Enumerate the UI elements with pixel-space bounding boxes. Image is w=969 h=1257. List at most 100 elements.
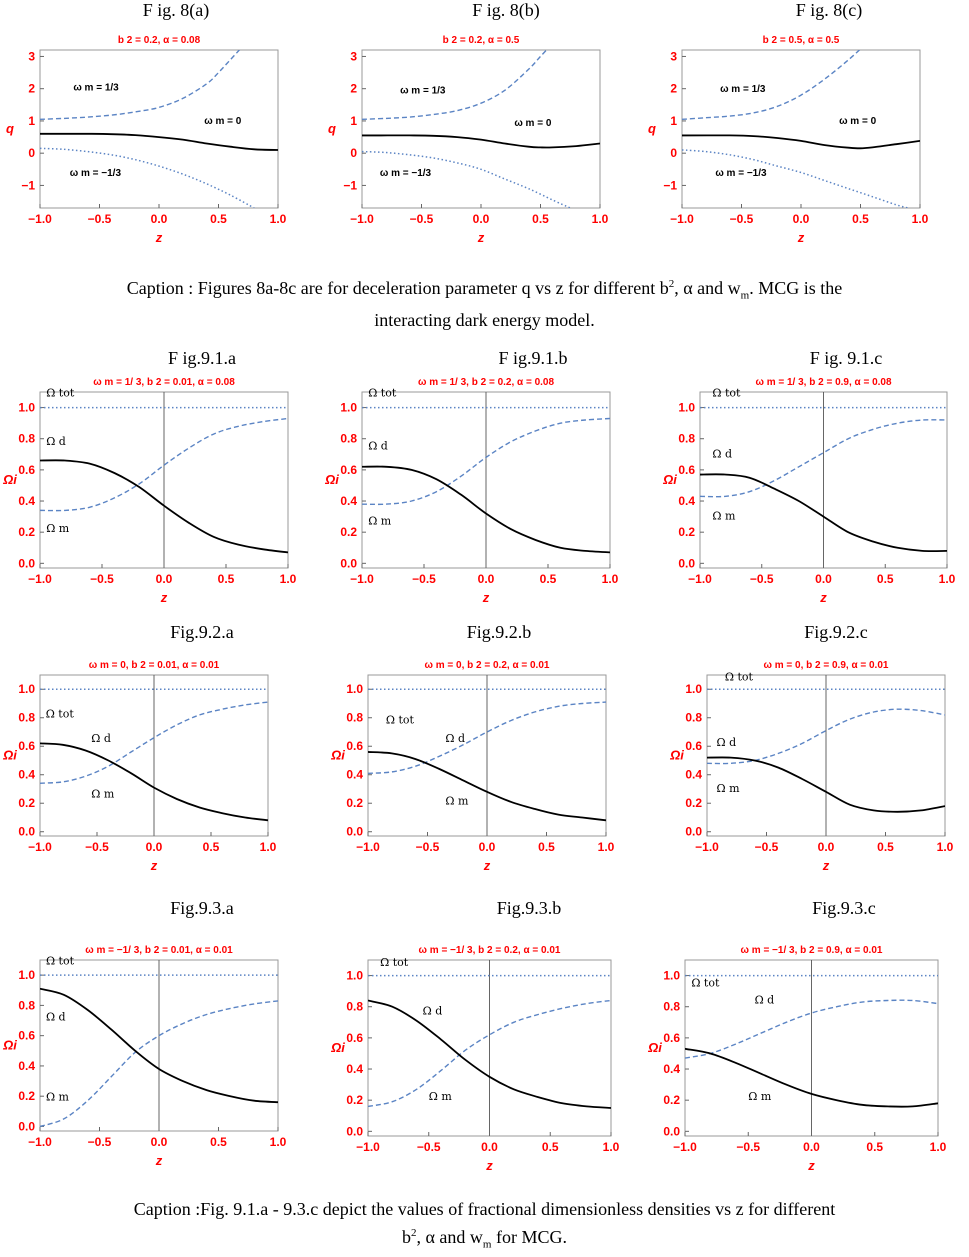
figure-title: F ig. 9.1.c: [809, 348, 883, 368]
x-tick-label: 0.0: [478, 572, 495, 586]
x-tick-label: 0.0: [473, 212, 490, 226]
x-tick-label: −1.0: [356, 1140, 380, 1154]
caption-text: b: [402, 1227, 411, 1247]
series-annotation: Ω d: [755, 994, 775, 1007]
y-tick-label: 0: [350, 146, 357, 160]
x-tick-label: −0.5: [412, 572, 436, 586]
y-tick-label: 0: [670, 146, 677, 160]
x-tick-label: −0.5: [736, 1140, 760, 1154]
figure-title: Fig.9.3.a: [170, 898, 234, 918]
series-annotation: Ω d: [91, 732, 111, 745]
x-axis-label: z: [160, 590, 168, 605]
x-tick-label: −0.5: [88, 212, 112, 226]
y-tick-label: 0.6: [18, 739, 35, 753]
series-line: [40, 50, 241, 121]
series-line: [368, 751, 606, 822]
y-tick-label: 0.6: [346, 739, 363, 753]
y-tick-label: 0.0: [678, 556, 695, 570]
y-axis-label: Ωi: [2, 748, 17, 763]
x-tick-label: 0.0: [479, 840, 496, 854]
y-axis-label: Ωi: [324, 472, 339, 487]
y-tick-label: 0.2: [685, 796, 702, 810]
series-line: [685, 999, 938, 1059]
x-tick-label: 1.0: [260, 840, 277, 854]
plot-frame: [681, 49, 921, 209]
x-tick-label: 0.0: [481, 1140, 498, 1154]
caption-sub: m: [482, 1238, 492, 1251]
plot-title: ω m = −1/ 3, b 2 = 0.01, α = 0.01: [85, 945, 233, 956]
y-tick-label: 1.0: [18, 401, 35, 415]
series-annotation: Ω d: [368, 440, 388, 453]
series-annotation: Ω tot: [46, 955, 75, 968]
x-axis-label: z: [807, 1158, 815, 1173]
x-tick-label: 1.0: [598, 840, 615, 854]
figure-title: Fig.9.2.b: [466, 622, 532, 642]
series-annotation: Ω m: [46, 1091, 70, 1104]
x-tick-label: 1.0: [270, 212, 287, 226]
series-annotation: Ω d: [717, 736, 737, 749]
y-tick-label: 0.8: [340, 432, 357, 446]
x-axis-label: z: [155, 230, 163, 245]
series-annotation: ω m = −1/3: [70, 168, 122, 179]
y-tick-label: 1.0: [346, 682, 363, 696]
y-tick-label: 0.2: [18, 796, 35, 810]
plot-title: b 2 = 0.2, α = 0.08: [118, 35, 201, 46]
series-annotation: ω m = 0: [204, 116, 242, 127]
x-axis-label: z: [797, 230, 805, 245]
y-axis-label: Ωi: [330, 1040, 345, 1055]
x-axis-label: z: [482, 590, 490, 605]
x-axis-label: z: [485, 1158, 493, 1173]
chart-fig8a: b 2 = 0.2, α = 0.08 3 2 1 0 −1 −1.0 −0.5 0.0 0.5 1…: [6, 35, 287, 245]
series-annotation: Ω m: [368, 514, 392, 527]
x-tick-label: 0.0: [815, 572, 832, 586]
x-tick-label: 0.5: [532, 212, 549, 226]
chart-fig91a: ω m = 1/ 3, b 2 = 0.01, α = 0.08 1.0 0.8 0.…: [2, 377, 297, 605]
y-tick-label: 0.2: [346, 796, 363, 810]
y-tick-label: 0.0: [346, 1124, 363, 1138]
x-tick-label: 1.0: [602, 572, 619, 586]
y-tick-label: 0.4: [346, 768, 363, 782]
caption-sup: 2: [668, 278, 675, 290]
plot-title: b 2 = 0.5, α = 0.5: [763, 35, 840, 46]
series-line: [362, 150, 571, 208]
series-annotation: Ω tot: [46, 387, 75, 400]
x-axis-label: z: [822, 858, 830, 873]
x-tick-label: 1.0: [939, 572, 956, 586]
y-axis-label: Ωi: [2, 472, 17, 487]
y-tick-label: 0.4: [685, 768, 702, 782]
chart-fig93a: ω m = −1/ 3, b 2 = 0.01, α = 0.01 1.0 0.8 0…: [2, 945, 287, 1168]
y-tick-label: 1: [670, 114, 677, 128]
x-tick-label: 0.0: [146, 840, 163, 854]
y-tick-label: 0.2: [340, 525, 357, 539]
series-annotation: Ω tot: [380, 956, 409, 969]
figure-title: Fig.9.2.a: [170, 622, 234, 642]
series-line: [707, 708, 945, 765]
y-tick-label: 0.8: [678, 432, 695, 446]
x-tick-label: 0.0: [793, 212, 810, 226]
plot-frame: [361, 49, 601, 209]
y-tick-label: 2: [28, 82, 35, 96]
y-tick-label: 3: [28, 49, 35, 63]
x-axis-label: z: [150, 858, 158, 873]
x-tick-label: −1.0: [356, 840, 380, 854]
y-tick-label: 1.0: [340, 401, 357, 415]
y-tick-label: 1.0: [346, 969, 363, 983]
series-line: [40, 987, 278, 1104]
caption-text: Caption : Figures 8a-8c are for decelera…: [126, 278, 669, 298]
caption-fig9: Caption :Fig. 9.1.a - 9.3.c depict the v…: [40, 1197, 929, 1257]
series-annotation: ω m = 1/3: [400, 86, 446, 97]
chart-fig8c: b 2 = 0.5, α = 0.5 3 2 1 0 −1 −1.0 −0.5 0.0 0.5 1.…: [648, 35, 929, 245]
series-annotation: Ω tot: [712, 387, 741, 400]
x-tick-label: 0.5: [218, 572, 235, 586]
x-tick-label: 1.0: [280, 572, 297, 586]
y-tick-label: 0.8: [18, 998, 35, 1012]
y-tick-label: 0.4: [18, 1059, 35, 1073]
y-tick-label: −1: [21, 178, 35, 192]
y-tick-label: 0.8: [663, 1000, 680, 1014]
y-tick-label: 3: [670, 49, 677, 63]
series-annotation: Ω m: [445, 795, 469, 808]
figure-title: Fig.9.3.b: [496, 898, 562, 918]
y-axis-label: Ωi: [330, 748, 345, 763]
series-line: [682, 50, 861, 121]
x-tick-label: 1.0: [937, 840, 954, 854]
